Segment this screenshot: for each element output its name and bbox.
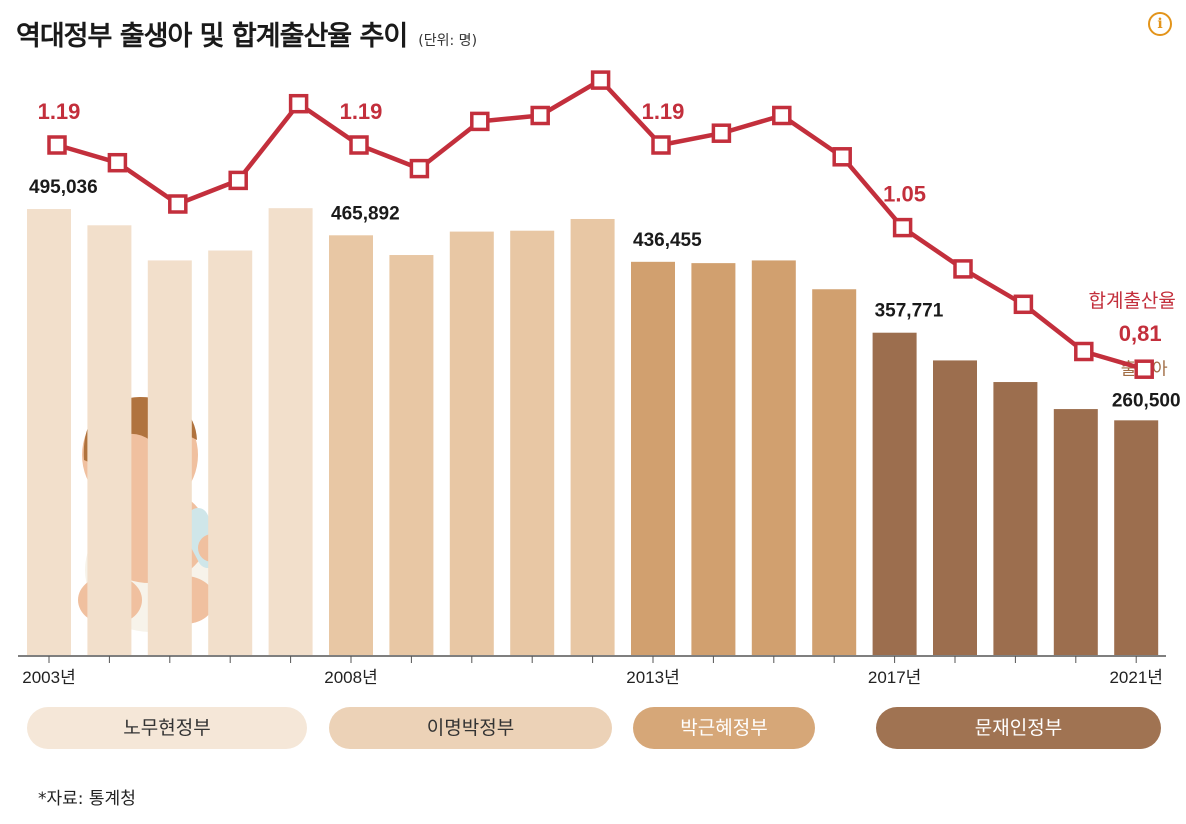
source-note: *자료: 통계청 <box>38 789 136 809</box>
line-point-2016 <box>832 147 852 167</box>
line-point-2004 <box>107 152 128 173</box>
bar-2008 <box>329 235 373 655</box>
bar-2013 <box>631 261 675 655</box>
bar-2019 <box>993 382 1038 655</box>
bar-value-label: 260,500 <box>1112 390 1181 411</box>
x-tick-label: 2021년 <box>1109 668 1162 687</box>
bar-2012 <box>570 218 615 655</box>
x-tick-label: 2008년 <box>324 668 377 687</box>
info-circle-icon[interactable]: i <box>1148 12 1172 36</box>
bar-value-label: 357,771 <box>875 301 944 322</box>
government-pill: 이명박정부 <box>329 707 612 749</box>
bar-2004 <box>87 225 132 655</box>
bar-value-label: 465,892 <box>331 203 400 224</box>
bar-2017 <box>872 332 917 655</box>
line-value-label: 1.19 <box>38 99 81 124</box>
line-value-label: 0,81 <box>1119 321 1162 346</box>
chart-canvas: 2003년 2008년 2013년 2017년 2021년 495,036 465,892… <box>18 70 1181 687</box>
bar-2020 <box>1053 409 1098 655</box>
line-point-2018 <box>953 259 973 279</box>
line-point-2021 <box>1134 359 1154 379</box>
bar-2009 <box>389 255 434 655</box>
line-point-2019 <box>1013 294 1034 315</box>
bar-2014 <box>691 263 736 655</box>
line-point-2013 <box>651 135 671 155</box>
bar-2005 <box>147 260 192 655</box>
chart-title: 역대정부 출생아 및 합계출산율 추이 <box>16 21 408 52</box>
government-pill: 박근혜정부 <box>633 707 815 749</box>
x-tick-label: 2013년 <box>626 668 679 687</box>
line-point-2005 <box>168 194 188 214</box>
bar-2007 <box>268 208 313 655</box>
line-value-label: 1.19 <box>642 99 685 124</box>
line-point-2010 <box>470 111 490 132</box>
bar-value-label: 495,036 <box>29 177 98 198</box>
bar-2015 <box>751 260 796 655</box>
chart-title-block: 역대정부 출생아 및 합계출산율 추이 (단위: 명) <box>16 14 477 53</box>
bar-2016 <box>812 289 857 655</box>
line-point-2012 <box>590 70 611 90</box>
line-value-label: 1.05 <box>883 182 926 207</box>
line-point-2006 <box>228 170 248 191</box>
bar-2006 <box>208 250 253 655</box>
line-series <box>47 70 1154 379</box>
unit-label: (단위: 명) <box>418 33 478 49</box>
bar-2010 <box>449 231 494 655</box>
line-point-2020 <box>1074 341 1094 362</box>
line-point-2003 <box>47 135 67 155</box>
bar-2018 <box>933 360 977 655</box>
bar-2011 <box>510 230 555 655</box>
government-pill: 문재인정부 <box>876 707 1161 749</box>
line-point-2014 <box>711 123 732 143</box>
bar-2021 <box>1114 420 1159 655</box>
line-series-caption: 합계출산율 <box>1088 290 1175 312</box>
bar-series <box>27 208 1159 655</box>
bar-value-label: 436,455 <box>633 230 702 251</box>
line-point-2015 <box>772 105 792 126</box>
x-axis-ticks: 2003년 2008년 2013년 2017년 2021년 <box>22 656 1163 687</box>
line-point-2011 <box>530 105 550 126</box>
line-point-2008 <box>349 135 369 155</box>
line-value-labels: 1.19 1.19 1.19 1.05 합계출산율 0,81 <box>38 99 1176 346</box>
government-pill: 노무현정부 <box>27 707 307 749</box>
line-point-2017 <box>892 217 913 238</box>
bar-2003 <box>27 209 71 655</box>
x-tick-label: 2017년 <box>868 668 921 687</box>
line-point-2009 <box>409 158 430 179</box>
x-tick-label: 2003년 <box>22 668 75 687</box>
line-point-2007 <box>288 93 309 114</box>
line-value-label: 1.19 <box>340 99 383 124</box>
